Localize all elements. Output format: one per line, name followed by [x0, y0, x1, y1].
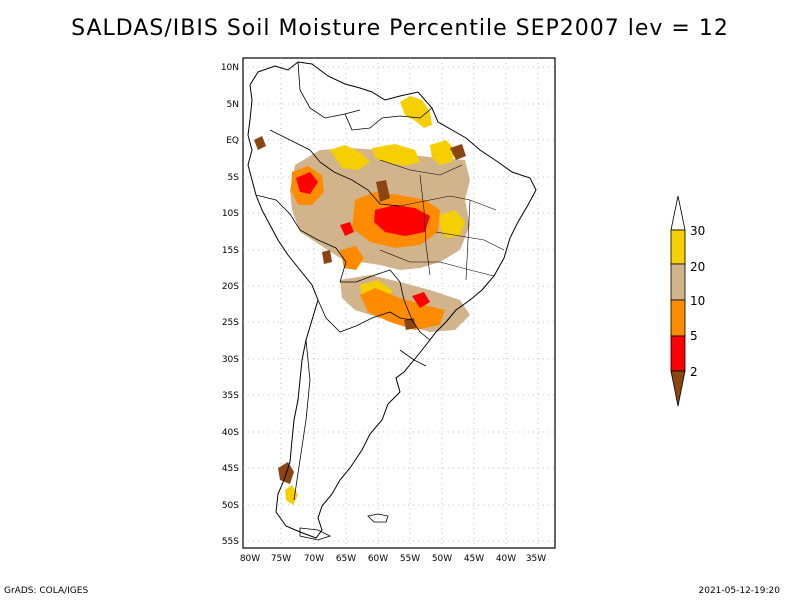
- footer-timestamp: 2021-05-12-19:20: [698, 586, 781, 596]
- state-borders: [379, 159, 505, 281]
- legend-swatch-5-10: [670, 299, 686, 337]
- shade-20-30-north2: [372, 144, 420, 166]
- lon-label: 35W: [526, 554, 546, 564]
- shade-2-5-south: [412, 292, 430, 308]
- shade-20-30-east: [430, 140, 455, 165]
- lat-label: 45S: [222, 464, 239, 474]
- legend-label: 30: [690, 224, 705, 238]
- map-title: SALDAS/IBIS Soil Moisture Percentile SEP…: [71, 16, 729, 41]
- shade-2-5-central2: [340, 222, 354, 236]
- lat-label: 20S: [222, 282, 239, 292]
- shade-below-2-a: [376, 180, 390, 202]
- shade-below-2-c: [254, 136, 266, 150]
- legend-cap-above-30: [670, 195, 686, 231]
- lat-label: 40S: [222, 428, 239, 438]
- shade-20-30-patagonia: [285, 485, 298, 505]
- lat-label: 50S: [222, 501, 239, 511]
- lat-label: 30S: [222, 355, 239, 365]
- legend-cap-below-2: [670, 370, 686, 407]
- footer-credit: GrADS: COLA/IGES: [4, 586, 89, 596]
- lon-label: 80W: [240, 554, 260, 564]
- shade-2-5-central: [374, 205, 430, 236]
- south-america-coastline: [247, 61, 537, 539]
- lon-label: 55W: [400, 554, 420, 564]
- legend-swatch-10-20: [670, 263, 686, 301]
- lat-label: 15S: [222, 246, 239, 256]
- legend-label: 2: [690, 365, 698, 379]
- lon-label: 60W: [368, 554, 388, 564]
- shade-below-2-b: [450, 144, 466, 160]
- lat-label: 10S: [222, 209, 239, 219]
- lat-label: EQ: [226, 136, 239, 146]
- shade-2-5-west: [296, 172, 318, 194]
- shade-20-30-north: [330, 145, 370, 170]
- lon-label: 70W: [304, 554, 324, 564]
- lon-label: 65W: [336, 554, 356, 564]
- shade-20-30-central: [440, 210, 465, 238]
- legend-swatch-20-30: [670, 229, 686, 265]
- lat-label: 25S: [222, 318, 239, 328]
- color-legend: [670, 195, 686, 407]
- lat-label: 5N: [227, 100, 239, 110]
- lat-labels: 10N 5N EQ 5S 10S 15S 20S 25S 30S 35S 40S…: [221, 63, 239, 547]
- lat-label: 10N: [221, 63, 239, 73]
- tierra-del-fuego: [299, 527, 332, 541]
- lon-label: 40W: [496, 554, 516, 564]
- legend-label: 20: [690, 260, 705, 274]
- percentile-shading: [254, 96, 470, 505]
- legend-label: 5: [690, 329, 698, 343]
- legend-label: 10: [690, 294, 705, 308]
- map-frame: [242, 57, 556, 549]
- falkland-islands: [367, 513, 389, 523]
- shade-below-2-d: [322, 250, 332, 264]
- lat-label: 35S: [222, 391, 239, 401]
- legend-swatch-2-5: [670, 335, 686, 372]
- country-borders: [255, 61, 433, 501]
- lat-label: 55S: [222, 537, 239, 547]
- shade-5-10-south: [360, 288, 445, 330]
- lon-label: 50W: [432, 554, 452, 564]
- shade-20-30-guiana: [400, 96, 432, 128]
- shade-5-10-pantanal: [340, 246, 364, 270]
- legend-labels: 30 20 10 5 2: [690, 224, 705, 379]
- lat-label: 5S: [228, 173, 240, 183]
- lon-labels: 80W 75W 70W 65W 60W 55W 50W 45W 40W 35W: [240, 554, 546, 564]
- lon-label: 75W: [271, 554, 291, 564]
- lon-label: 45W: [464, 554, 484, 564]
